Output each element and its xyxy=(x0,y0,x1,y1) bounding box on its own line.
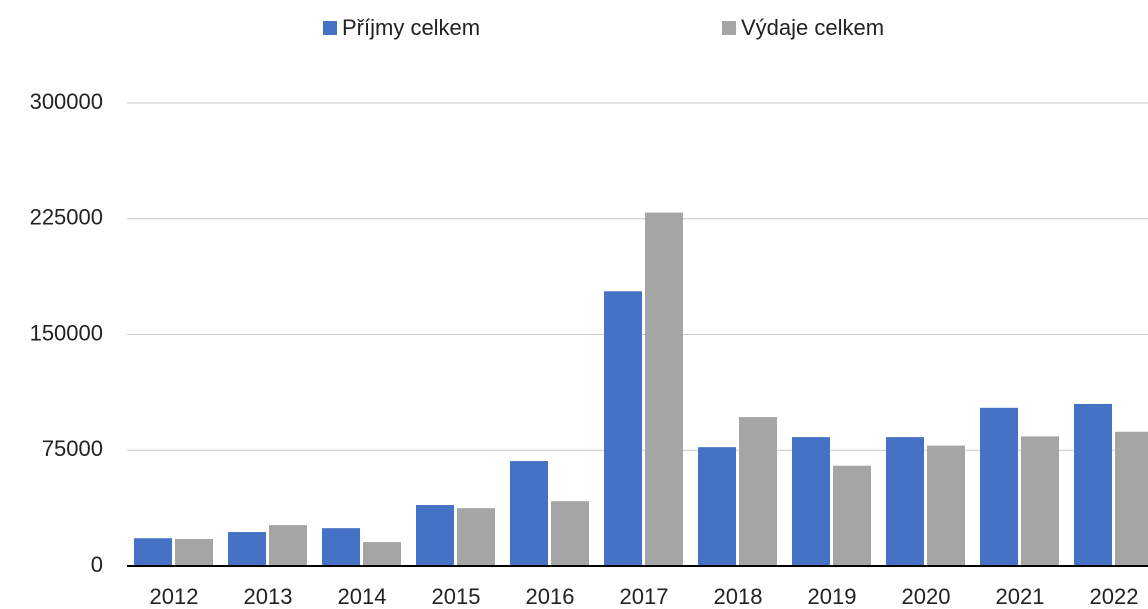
bar xyxy=(457,508,495,566)
legend-label: Příjmy celkem xyxy=(342,15,480,40)
x-tick-label: 2018 xyxy=(714,584,763,609)
y-tick-label: 300000 xyxy=(30,89,103,114)
bar xyxy=(698,447,736,566)
bar xyxy=(269,525,307,566)
bar xyxy=(551,501,589,566)
y-tick-label: 75000 xyxy=(42,436,103,461)
legend-label: Výdaje celkem xyxy=(741,15,884,40)
bar xyxy=(980,407,1018,566)
x-tick-label: 2017 xyxy=(620,584,669,609)
bar xyxy=(604,291,642,566)
x-tick-label: 2014 xyxy=(338,584,387,609)
y-tick-label: 150000 xyxy=(30,320,103,345)
x-tick-label: 2016 xyxy=(526,584,575,609)
bar xyxy=(833,465,871,566)
legend-swatch xyxy=(323,21,337,35)
bar xyxy=(645,212,683,566)
x-tick-label: 2019 xyxy=(808,584,857,609)
bar xyxy=(416,505,454,566)
bar xyxy=(739,417,777,566)
bar xyxy=(792,437,830,566)
x-tick-label: 2013 xyxy=(244,584,293,609)
bar xyxy=(1115,431,1148,566)
y-tick-label: 0 xyxy=(91,552,103,577)
legend-swatch xyxy=(722,21,736,35)
bar xyxy=(1074,403,1112,566)
bar xyxy=(228,532,266,566)
bar xyxy=(1021,436,1059,566)
x-tick-label: 2021 xyxy=(996,584,1045,609)
bar xyxy=(927,445,965,566)
bar xyxy=(134,538,172,566)
bar xyxy=(363,542,401,566)
bar xyxy=(322,528,360,566)
x-tick-label: 2020 xyxy=(902,584,951,609)
x-tick-label: 2012 xyxy=(150,584,199,609)
bar xyxy=(510,461,548,566)
x-tick-label: 2022 xyxy=(1090,584,1139,609)
bar xyxy=(175,538,213,566)
bar xyxy=(886,437,924,566)
x-tick-label: 2015 xyxy=(432,584,481,609)
y-tick-label: 225000 xyxy=(30,205,103,230)
